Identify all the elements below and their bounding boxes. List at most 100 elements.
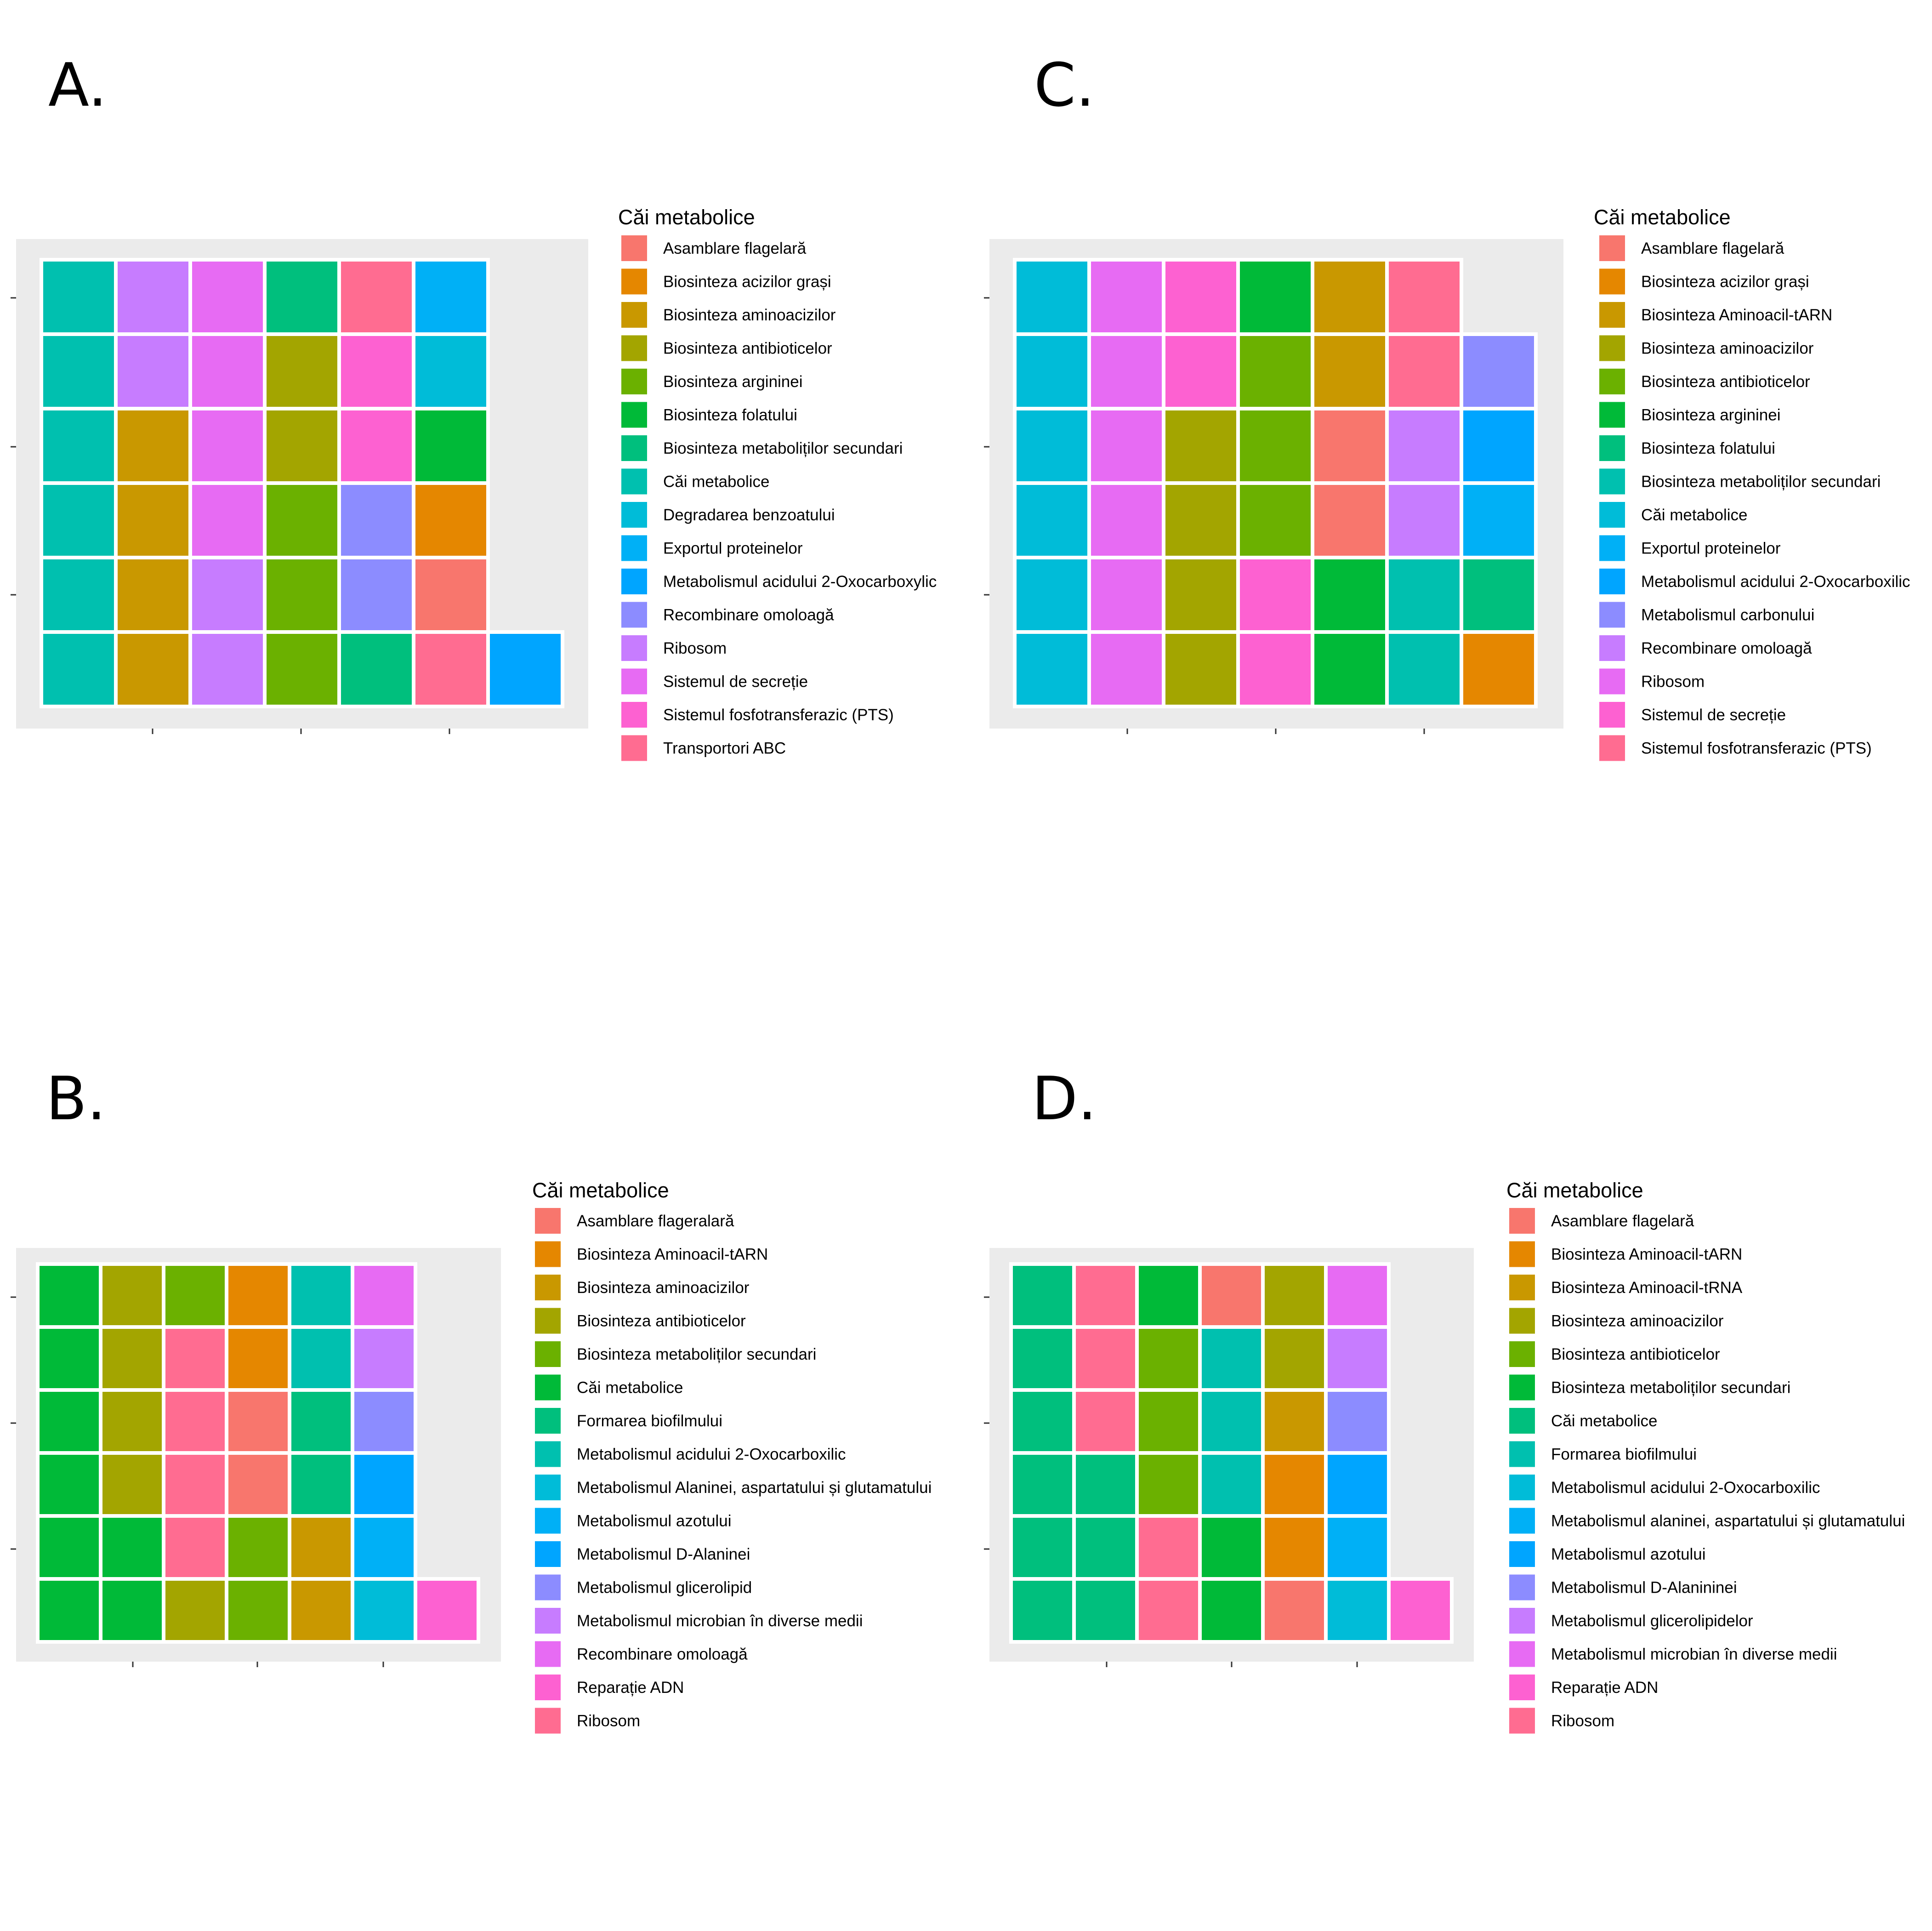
waffle-cell xyxy=(1311,332,1389,410)
waffle-cell xyxy=(288,1577,354,1644)
waffle-cell xyxy=(188,556,267,634)
legend-key xyxy=(619,333,649,363)
legend-title: Căi metabolice xyxy=(1594,205,1731,229)
waffle-cell xyxy=(412,481,490,559)
waffle-cell xyxy=(351,1577,417,1644)
legend-label: Metabolismul acidului 2-Oxocarboxilic xyxy=(577,1446,846,1464)
waffle-cell xyxy=(1135,1577,1202,1644)
legend-label: Metabolismul microbian în diverse medii xyxy=(1551,1646,1837,1663)
waffle-cell xyxy=(1009,1262,1076,1329)
legend-label: Metabolismul acidului 2-Oxocarboxilic xyxy=(1551,1479,1820,1497)
waffle-cell xyxy=(1135,1451,1202,1518)
legend-label: Metabolismul microbian în diverse medii xyxy=(577,1612,863,1630)
waffle-cell xyxy=(263,258,341,336)
legend-label: Biosinteza Aminoacil-tARN xyxy=(1641,306,1832,324)
legend-label: Biosinteza argininei xyxy=(1641,406,1781,424)
waffle-cell xyxy=(188,332,267,410)
waffle-cell xyxy=(1009,1451,1076,1518)
waffle-cell xyxy=(162,1325,228,1392)
waffle-cell xyxy=(1162,332,1240,410)
legend-key xyxy=(619,234,649,263)
waffle-cell xyxy=(40,556,118,634)
legend-key xyxy=(1597,300,1627,330)
legend-key xyxy=(1597,733,1627,763)
legend-label: Metabolismul alaninei, aspartatului și g… xyxy=(1551,1512,1905,1530)
legend-label: Biosinteza antibioticelor xyxy=(577,1312,746,1330)
waffle-cell xyxy=(1311,556,1389,634)
waffle-cell xyxy=(225,1451,291,1518)
waffle-cell xyxy=(1460,481,1538,559)
waffle-cell xyxy=(1087,407,1165,485)
legend-label: Biosinteza antibioticelor xyxy=(663,340,832,358)
legend-key xyxy=(533,1572,563,1602)
waffle-cell xyxy=(1198,1388,1265,1455)
waffle-cell xyxy=(162,1388,228,1455)
waffle-cell xyxy=(114,258,192,336)
waffle-cell xyxy=(1087,332,1165,410)
waffle-cell xyxy=(1460,332,1538,410)
legend-label: Biosinteza antibioticelor xyxy=(1641,373,1810,391)
waffle-cell xyxy=(1087,630,1165,708)
legend-key xyxy=(1597,500,1627,530)
legend-key xyxy=(533,1206,563,1236)
waffle-cell xyxy=(1311,407,1389,485)
waffle-cell xyxy=(1261,1325,1328,1392)
legend-key xyxy=(1507,1339,1537,1369)
waffle-cell xyxy=(351,1325,417,1392)
waffle-cell xyxy=(188,481,267,559)
waffle-cell xyxy=(162,1451,228,1518)
legend-key xyxy=(533,1406,563,1435)
legend-key xyxy=(533,1706,563,1736)
legend-label: Sistemul fosfotransferazic (PTS) xyxy=(1641,740,1872,758)
legend-key xyxy=(619,567,649,596)
legend-key xyxy=(1507,1572,1537,1602)
waffle-cell xyxy=(1460,556,1538,634)
waffle-cell xyxy=(225,1388,291,1455)
waffle-cell xyxy=(40,481,118,559)
waffle-cell xyxy=(40,407,118,485)
waffle-cell xyxy=(412,556,490,634)
waffle-cell xyxy=(99,1325,165,1392)
legend-key xyxy=(1597,333,1627,363)
legend-label: Biosinteza Aminoacil-tARN xyxy=(577,1246,768,1264)
waffle-cell xyxy=(351,1262,417,1329)
legend-key xyxy=(1597,433,1627,463)
legend-label: Metabolismul D-Alanininei xyxy=(1551,1579,1737,1597)
legend-key xyxy=(1597,633,1627,663)
waffle-cell xyxy=(263,481,341,559)
legend-label: Metabolismul azotului xyxy=(1551,1545,1706,1563)
legend-label: Reparație ADN xyxy=(1551,1679,1658,1697)
legend-key xyxy=(1597,367,1627,396)
legend-label: Degradarea benzoatului xyxy=(663,506,835,524)
waffle-cell xyxy=(162,1262,228,1329)
waffle-cell xyxy=(36,1514,102,1581)
waffle-cell xyxy=(1261,1577,1328,1644)
legend-key xyxy=(1597,700,1627,729)
waffle-cell xyxy=(225,1325,291,1392)
waffle-cell xyxy=(1087,258,1165,336)
legend-label: Biosinteza metaboliților secundari xyxy=(663,439,903,457)
waffle-cell xyxy=(162,1577,228,1644)
waffle-cell xyxy=(1324,1262,1391,1329)
waffle-cell xyxy=(263,556,341,634)
legend-label: Biosinteza antibioticelor xyxy=(1551,1345,1720,1363)
waffle-cell xyxy=(36,1451,102,1518)
legend-key xyxy=(1597,600,1627,630)
legend-label: Metabolismul D-Alaninei xyxy=(577,1545,750,1563)
waffle-cell xyxy=(99,1388,165,1455)
legend-label: Sistemul fosfotransferazic (PTS) xyxy=(663,706,894,724)
waffle-cell xyxy=(1311,481,1389,559)
waffle-cell xyxy=(1162,556,1240,634)
legend-key xyxy=(1507,1673,1537,1702)
waffle-cell xyxy=(1198,1577,1265,1644)
waffle-cell xyxy=(99,1262,165,1329)
waffle-cell xyxy=(225,1577,291,1644)
waffle-cell xyxy=(1387,1577,1454,1644)
legend-label: Recombinare omoloagă xyxy=(577,1646,748,1663)
legend-label: Metabolismul glicerolipid xyxy=(577,1579,752,1597)
legend-label: Reparație ADN xyxy=(577,1679,684,1697)
legend-label: Formarea biofilmului xyxy=(1551,1446,1697,1464)
legend-label: Biosinteza aminoacizilor xyxy=(577,1279,750,1297)
legend-label: Metabolismul acidului 2-Oxocarboxilic xyxy=(1641,573,1910,591)
